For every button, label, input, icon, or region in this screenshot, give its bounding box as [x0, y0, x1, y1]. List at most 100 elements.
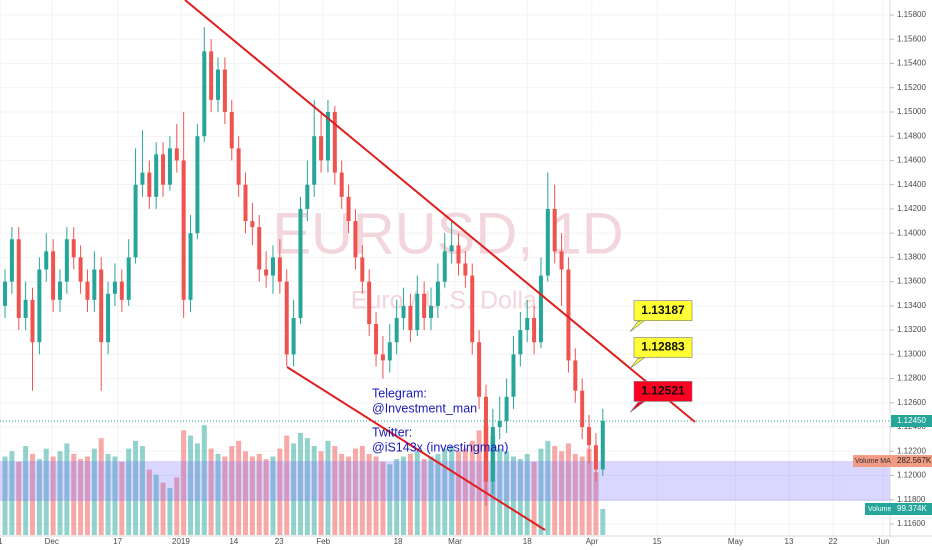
candle-body [167, 148, 172, 185]
volume-bar [387, 464, 393, 535]
x-tick-label: Dec [45, 537, 59, 546]
candle-body [119, 281, 124, 300]
candle-body [463, 263, 468, 276]
volume-bar [407, 453, 413, 535]
y-tick-label: 1.14600 [897, 156, 926, 165]
candle-body [367, 281, 372, 325]
volume-bar [600, 508, 606, 535]
candle-body [44, 251, 49, 270]
y-tick-label: 1.15000 [897, 107, 926, 116]
volume-bar [119, 461, 125, 535]
y-tick-label: 1.12200 [897, 446, 926, 455]
candle-body [277, 257, 282, 282]
callout-label: 1.12883 [641, 340, 685, 354]
trend-line [184, 0, 696, 423]
candle-body [525, 317, 530, 331]
x-tick-label: 13 [785, 537, 794, 546]
x-tick-label: 17 [113, 537, 122, 546]
x-tick-label: 2019 [172, 537, 190, 546]
volume-bar [414, 451, 420, 535]
annotation: Twitter: [372, 425, 412, 439]
volume-bar [346, 456, 352, 535]
annotation: @iS143x (investingman) [372, 440, 508, 454]
volume-bar [167, 487, 173, 535]
y-tick-label: 1.15600 [897, 34, 926, 43]
candle-body [538, 275, 543, 343]
volume-bar [476, 430, 482, 535]
volume-bar [236, 440, 242, 535]
candle-body [429, 305, 434, 318]
candle-body [545, 208, 550, 276]
volume-tag [891, 502, 932, 515]
volume-bar [146, 469, 152, 535]
volume-bar [456, 451, 462, 535]
candle-body [140, 172, 145, 185]
volume-name-box [865, 502, 891, 515]
y-tick-label: 1.14000 [897, 228, 926, 237]
volume-bar [510, 456, 516, 535]
y-tick-label: 1.11800 [897, 495, 926, 504]
volume-bar [579, 456, 585, 535]
candle-body [30, 299, 35, 343]
volume-bar [435, 453, 441, 535]
volume-bar [373, 456, 379, 535]
candle-body [449, 245, 454, 252]
y-tick-label: 1.14400 [897, 180, 926, 189]
volume-bar [449, 446, 455, 535]
candle-body [222, 69, 227, 112]
candle-body [209, 51, 214, 100]
candle-body [270, 257, 275, 276]
y-tick-label: 1.12000 [897, 471, 926, 480]
callout-label: 1.12521 [641, 384, 685, 398]
candle-body [422, 293, 427, 318]
candle-body [339, 172, 344, 197]
volume-bar [84, 456, 90, 535]
last-price-label: 1.12450 [897, 416, 926, 425]
volume-bar [263, 459, 269, 535]
candle-body [490, 427, 495, 482]
volume-bar [497, 448, 503, 535]
volume-bar [78, 459, 84, 535]
candle-body [181, 160, 186, 300]
volume-bar [153, 474, 159, 535]
annotation: Telegram: [372, 386, 427, 400]
candle-body [250, 221, 255, 228]
volume-bar [559, 451, 565, 535]
x-tick-label: 1 [0, 537, 3, 546]
candle-body [257, 227, 262, 270]
candle-body [147, 172, 152, 197]
candle-body [552, 208, 557, 252]
candle-body [16, 239, 21, 318]
volume-bar [16, 461, 22, 535]
volume-bar [160, 482, 166, 535]
volume-bar [29, 453, 35, 535]
y-tick-label: 1.13800 [897, 253, 926, 262]
candle-body [593, 445, 598, 470]
volume-bar [586, 448, 592, 535]
volume-bar [318, 451, 324, 535]
x-tick-label: May [728, 537, 743, 546]
candle-body [470, 275, 475, 343]
annotations: Telegram:@Investment_man Twitter:@iS143x … [372, 386, 508, 454]
volume-bar [174, 477, 180, 535]
candle-body [353, 221, 358, 258]
x-tick-label: 18 [523, 537, 532, 546]
volume-bar [188, 435, 194, 535]
candle-body [133, 184, 138, 258]
candle-body [504, 396, 509, 421]
candle-body [305, 184, 310, 209]
volume-bar [194, 443, 200, 535]
volume-bar [229, 446, 235, 535]
candle-body [360, 257, 365, 282]
x-tick-label: 22 [829, 537, 838, 546]
volume-bar [9, 451, 15, 535]
volume-bar [98, 438, 104, 535]
candle-body [415, 293, 420, 331]
candle-body [380, 354, 385, 361]
candle-body [394, 317, 399, 343]
candle-body [236, 148, 241, 185]
volume-bar [401, 456, 407, 535]
candles [0, 27, 890, 506]
volume-bar [270, 456, 276, 535]
callout-label: 1.13187 [641, 303, 685, 317]
